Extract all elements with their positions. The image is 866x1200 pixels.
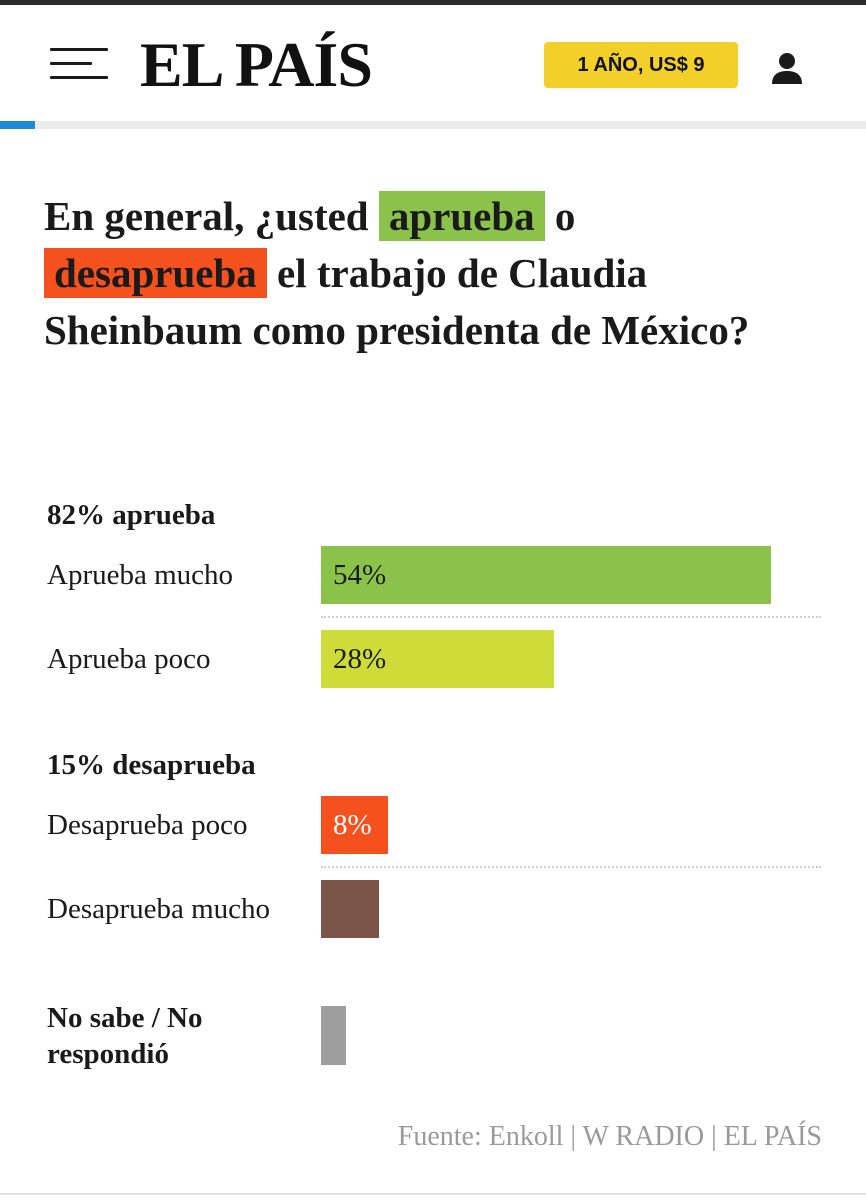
bar-category-label: Desaprueba poco	[47, 809, 248, 841]
group-title: 15% desaprueba	[47, 749, 256, 781]
bar	[321, 880, 379, 938]
bar-value-label: 28%	[333, 643, 387, 675]
bar	[321, 630, 554, 688]
disapprove-highlight: desaprueba	[44, 248, 267, 298]
reading-progress-fill	[0, 121, 35, 129]
question-text-or: o	[554, 193, 576, 239]
approve-highlight: aprueba	[378, 191, 545, 241]
row-separator	[321, 866, 821, 868]
group-title: 82% aprueba	[47, 499, 216, 531]
bar-category-label: Aprueba mucho	[47, 559, 234, 591]
bottom-rule	[0, 1193, 866, 1195]
reading-progress-bar	[0, 121, 866, 129]
bar-category-label: Aprueba poco	[47, 643, 211, 675]
question-text-start: En general, ¿usted	[44, 193, 369, 239]
user-account-icon[interactable]	[770, 51, 804, 85]
bar	[321, 546, 771, 604]
bar-value-label: 54%	[333, 559, 387, 591]
question-text-end: el trabajo de Claudia Sheinbaum como pre…	[44, 250, 750, 353]
no-answer-label: No sabe / No respondió	[47, 1002, 203, 1070]
site-header: EL PAÍS 1 AÑO, US$ 9	[0, 5, 866, 121]
site-logo[interactable]: EL PAÍS	[140, 29, 373, 100]
no-answer-bar	[321, 1006, 346, 1065]
bar-category-label: Desaprueba mucho	[47, 893, 271, 925]
subscribe-promo-button[interactable]: 1 AÑO, US$ 9	[544, 42, 738, 88]
hamburger-menu-icon[interactable]	[50, 48, 108, 82]
top-rule	[0, 0, 866, 5]
bar-value-label: 8%	[333, 809, 372, 841]
chart-source: Fuente: Enkoll | W RADIO | EL PAÍS	[397, 1121, 822, 1152]
row-separator	[321, 616, 821, 618]
chart-question-title: En general, ¿usted aprueba o desaprueba …	[44, 188, 844, 359]
bar	[321, 796, 388, 854]
